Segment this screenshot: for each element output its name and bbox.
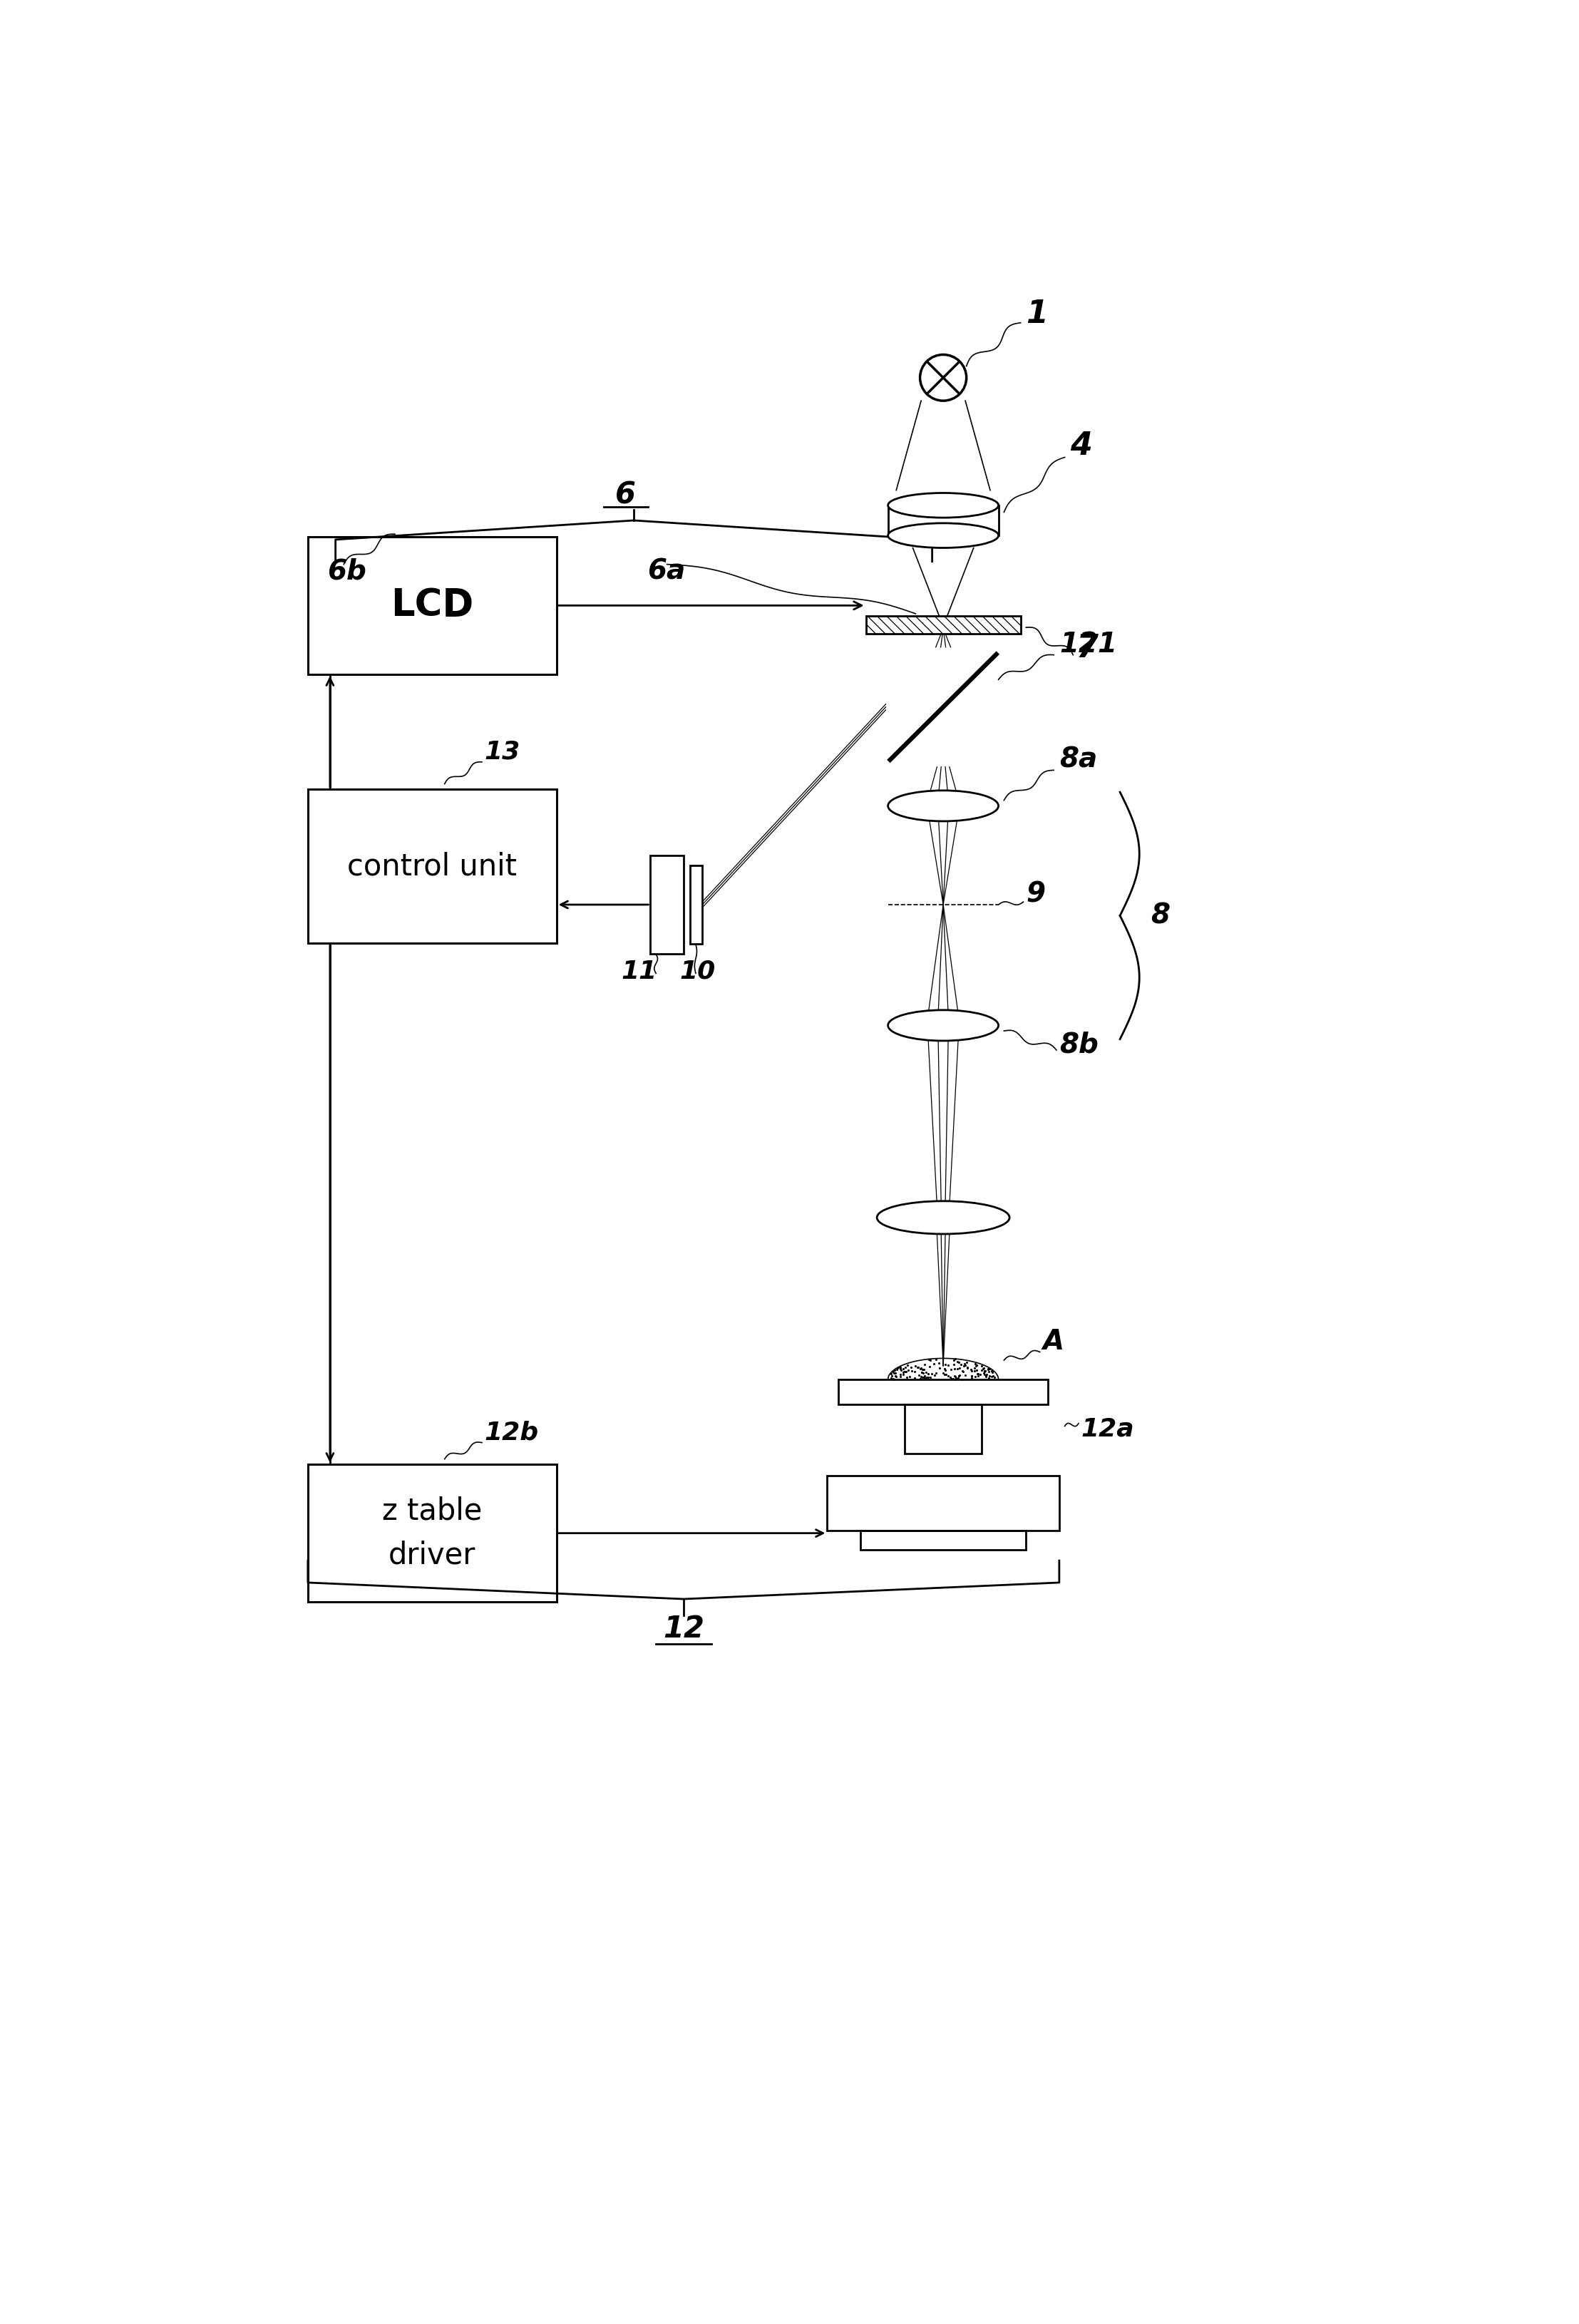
- Text: 12a: 12a: [1082, 1418, 1135, 1441]
- Bar: [827, 1476, 1060, 1532]
- Text: 1: 1: [1026, 297, 1048, 330]
- Text: 12: 12: [663, 1613, 704, 1643]
- Ellipse shape: [887, 493, 998, 518]
- Ellipse shape: [887, 1011, 998, 1041]
- Bar: [865, 616, 1020, 634]
- Text: control unit: control unit: [347, 851, 516, 881]
- Bar: [651, 855, 684, 955]
- Text: 10: 10: [679, 960, 715, 983]
- Bar: [308, 1464, 556, 1601]
- Ellipse shape: [887, 790, 998, 820]
- Text: 9: 9: [1026, 881, 1045, 909]
- Bar: [887, 504, 998, 535]
- Bar: [308, 790, 556, 944]
- Text: 121: 121: [1060, 630, 1116, 658]
- Text: 6b: 6b: [327, 558, 366, 586]
- Text: A: A: [1042, 1327, 1064, 1355]
- Text: 8: 8: [1151, 902, 1170, 930]
- Bar: [690, 865, 703, 944]
- Bar: [905, 1404, 982, 1452]
- Ellipse shape: [876, 1202, 1009, 1234]
- Bar: [861, 1532, 1026, 1550]
- Text: 11: 11: [622, 960, 657, 983]
- Text: LCD: LCD: [390, 588, 474, 625]
- Ellipse shape: [887, 523, 998, 548]
- Text: 8b: 8b: [1060, 1032, 1099, 1057]
- Text: 12b: 12b: [485, 1420, 538, 1446]
- Text: 6a: 6a: [647, 558, 685, 586]
- Text: 7: 7: [1075, 634, 1097, 665]
- Text: 13: 13: [485, 739, 521, 765]
- Text: z table
driver: z table driver: [382, 1497, 482, 1571]
- Text: 8a: 8a: [1060, 746, 1097, 774]
- Bar: [838, 1380, 1048, 1404]
- Text: 4: 4: [1071, 430, 1093, 460]
- Bar: [308, 537, 556, 674]
- Text: 6: 6: [616, 481, 636, 511]
